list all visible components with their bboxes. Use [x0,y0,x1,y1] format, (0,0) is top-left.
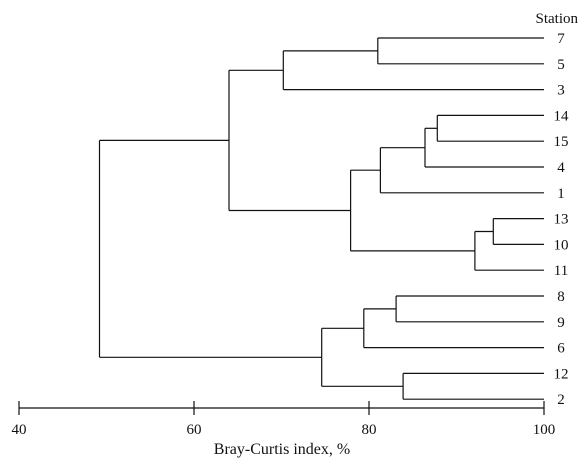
x-tick-label-100: 100 [533,422,556,438]
leaf-label-station-15: 15 [554,134,569,150]
x-axis: 40 60 80 100 [12,401,556,438]
legend-title: Station [535,11,578,27]
leaf-label-station-9: 9 [557,315,565,331]
dendrogram-branches [98,37,544,400]
leaf-label-station-5: 5 [557,57,565,73]
x-tick-label-40: 40 [12,422,27,438]
x-tick-label-80: 80 [362,422,377,438]
leaf-label-station-7: 7 [557,31,565,47]
leaf-label-station-8: 8 [557,289,565,305]
leaf-label-station-6: 6 [557,341,565,357]
leaf-label-station-13: 13 [554,212,569,228]
x-axis-title: Bray-Curtis index, % [214,441,350,458]
x-tick-label-60: 60 [187,422,202,438]
leaf-label-station-1: 1 [557,186,565,202]
leaf-label-station-4: 4 [557,160,565,176]
leaf-label-station-10: 10 [554,237,569,253]
leaf-label-station-3: 3 [557,83,565,99]
leaf-label-station-12: 12 [554,366,569,382]
leaf-label-station-11: 11 [554,263,568,279]
leaf-label-station-2: 2 [557,392,565,408]
leaf-label-station-14: 14 [554,108,570,124]
leaf-labels: 7 5 3 14 15 4 1 13 10 11 8 9 6 12 2 [554,31,570,408]
